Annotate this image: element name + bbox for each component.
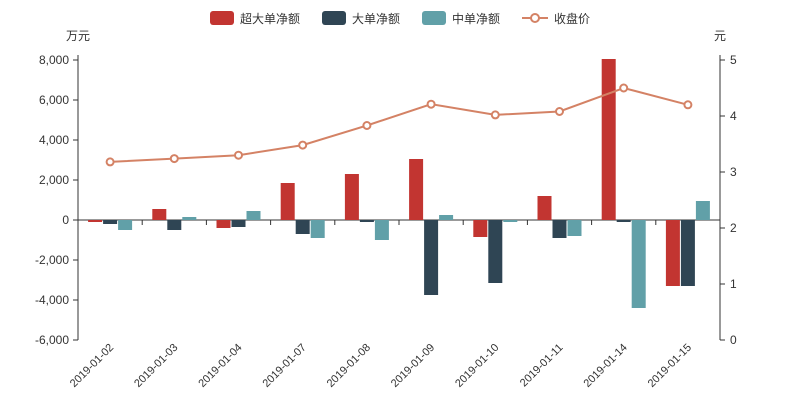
legend: 超大单净额 大单净额 中单净额 收盘价 bbox=[0, 8, 800, 28]
bar-超大单净额 bbox=[216, 220, 231, 228]
x-axis-label: 2019-01-11 bbox=[518, 342, 566, 390]
legend-item-close-price[interactable]: 收盘价 bbox=[522, 10, 590, 27]
bar-大单净额 bbox=[424, 220, 439, 295]
left-axis-tick-label: 0 bbox=[62, 213, 69, 227]
bar-大单净额 bbox=[359, 220, 374, 222]
close-price-marker bbox=[619, 83, 629, 93]
close-price-marker bbox=[683, 100, 693, 110]
bar-超大单净额 bbox=[280, 183, 295, 220]
bar-超大单净额 bbox=[665, 220, 680, 286]
legend-item-large-net[interactable]: 大单净额 bbox=[321, 10, 400, 27]
bar-中单净额 bbox=[118, 220, 133, 230]
right-axis-tick-label: 1 bbox=[730, 277, 737, 291]
left-axis-tick-label: -2,000 bbox=[35, 253, 69, 267]
bar-大单净额 bbox=[103, 220, 118, 224]
bar-中单净额 bbox=[310, 220, 325, 238]
legend-label: 中单净额 bbox=[452, 11, 501, 26]
right-axis-tick-label: 5 bbox=[730, 53, 737, 67]
bar-超大单净额 bbox=[601, 59, 616, 220]
legend-item-super-large-net[interactable]: 超大单净额 bbox=[209, 10, 300, 27]
x-axis-label: 2019-01-03 bbox=[132, 342, 180, 390]
bar-超大单净额 bbox=[537, 196, 552, 220]
bar-中单净额 bbox=[182, 217, 197, 220]
left-axis-tick-label: -6,000 bbox=[35, 333, 69, 347]
bar-大单净额 bbox=[680, 220, 695, 286]
close-price-marker bbox=[298, 140, 308, 150]
close-price-line bbox=[110, 86, 689, 163]
right-axis-tick-label: 2 bbox=[730, 221, 737, 235]
x-axis-label: 2019-01-14 bbox=[582, 342, 630, 390]
bar-中单净额 bbox=[695, 201, 710, 220]
close-price-marker bbox=[490, 110, 500, 120]
legend-label: 收盘价 bbox=[554, 11, 591, 26]
legend-swatch-medium bbox=[422, 11, 446, 25]
legend-item-medium-net[interactable]: 中单净额 bbox=[422, 10, 500, 27]
bar-中单净额 bbox=[374, 220, 389, 240]
close-price-marker bbox=[362, 121, 372, 130]
bar-大单净额 bbox=[488, 220, 503, 283]
x-axis-label: 2019-01-10 bbox=[453, 342, 501, 390]
bar-超大单净额 bbox=[152, 209, 167, 220]
left-axis-title: 万元 bbox=[66, 29, 90, 43]
legend-swatch-large bbox=[321, 11, 346, 25]
right-axis-title: 元 bbox=[714, 29, 726, 43]
right-axis-tick-label: 3 bbox=[730, 165, 737, 179]
bar-超大单净额 bbox=[409, 159, 424, 220]
bar-超大单净额 bbox=[344, 174, 359, 220]
close-price-marker bbox=[426, 99, 436, 109]
left-axis-tick-label: -4,000 bbox=[35, 293, 69, 307]
bar-大单净额 bbox=[552, 220, 567, 238]
line-marker-icon bbox=[522, 11, 549, 25]
left-axis-tick-label: 6,000 bbox=[39, 93, 69, 107]
x-axis-label: 2019-01-02 bbox=[68, 342, 116, 390]
close-price-marker bbox=[555, 107, 564, 116]
left-axis-tick-label: 8,000 bbox=[39, 53, 69, 67]
bar-中单净额 bbox=[567, 220, 582, 236]
left-axis-tick-label: 4,000 bbox=[39, 133, 69, 147]
bar-大单净额 bbox=[616, 220, 631, 222]
x-axis-label: 2019-01-09 bbox=[389, 342, 437, 390]
bar-大单净额 bbox=[295, 220, 310, 234]
bar-中单净额 bbox=[503, 220, 518, 222]
right-axis-tick-label: 0 bbox=[730, 333, 737, 347]
left-axis-tick-label: 2,000 bbox=[39, 173, 69, 187]
x-axis-label: 2019-01-04 bbox=[196, 342, 244, 390]
legend-swatch-super-large bbox=[209, 11, 234, 25]
bar-超大单净额 bbox=[473, 220, 488, 237]
close-price-marker bbox=[105, 157, 115, 167]
x-axis-label: 2019-01-15 bbox=[646, 342, 694, 390]
x-axis-label: 2019-01-07 bbox=[261, 342, 309, 390]
close-price-marker bbox=[169, 154, 179, 164]
bar-大单净额 bbox=[167, 220, 182, 230]
legend-label: 超大单净额 bbox=[239, 11, 300, 26]
close-price-marker bbox=[234, 150, 243, 160]
bar-中单净额 bbox=[246, 211, 261, 220]
legend-label: 大单净额 bbox=[351, 11, 400, 26]
bar-中单净额 bbox=[439, 215, 454, 220]
line-icon-dot bbox=[530, 13, 541, 23]
right-axis-tick-label: 4 bbox=[730, 109, 737, 123]
x-axis-label: 2019-01-08 bbox=[325, 342, 373, 390]
bar-中单净额 bbox=[631, 220, 646, 308]
bar-大单净额 bbox=[231, 220, 246, 227]
bar-超大单净额 bbox=[88, 220, 103, 222]
